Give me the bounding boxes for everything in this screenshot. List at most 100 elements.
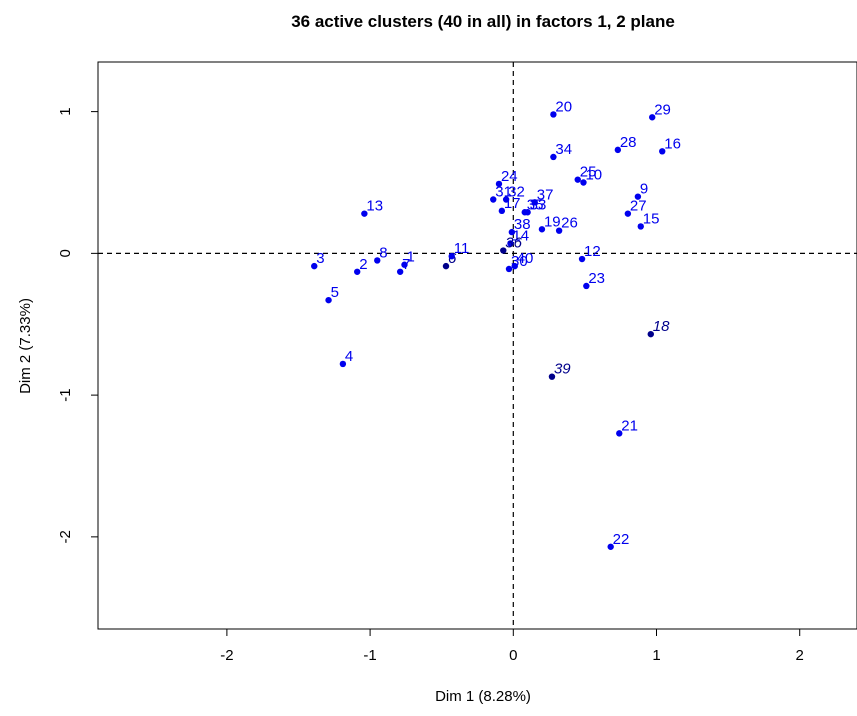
reference-lines	[98, 62, 857, 629]
point-label: 8	[379, 244, 387, 261]
point-marker	[374, 257, 381, 264]
point-marker	[614, 146, 622, 154]
point-label: 5	[331, 284, 339, 301]
point-marker	[508, 228, 516, 236]
point-marker	[339, 360, 347, 368]
point-marker	[448, 252, 455, 260]
point-marker	[659, 148, 666, 155]
point-label: 26	[561, 215, 578, 232]
point-label: 22	[613, 531, 630, 548]
point-cluster-21: 21	[616, 417, 638, 437]
point-label: 19	[544, 213, 561, 230]
y-tick-label: -1	[57, 388, 74, 401]
point-marker	[521, 209, 528, 216]
point-marker	[507, 240, 514, 247]
point-marker	[442, 262, 450, 270]
point-label: 24	[501, 168, 518, 185]
point-label: 37	[537, 186, 554, 203]
point-cluster-37: 37	[531, 186, 554, 206]
x-tick-label: -1	[363, 647, 376, 664]
point-marker	[550, 111, 557, 118]
point-marker	[580, 179, 587, 186]
point-label: 27	[630, 198, 647, 215]
point-cluster-20: 20	[550, 98, 572, 118]
point-cluster-23: 23	[583, 270, 605, 290]
point-cluster-40: 40	[511, 250, 533, 270]
point-marker	[647, 330, 654, 338]
point-label: 36	[505, 235, 522, 252]
point-cluster-29: 29	[649, 101, 671, 121]
point-cluster-25: 25	[574, 164, 596, 183]
point-marker	[311, 262, 318, 270]
point-cluster-32: 32	[502, 183, 525, 203]
point-label: 4	[345, 348, 353, 365]
y-tick-label: 0	[57, 249, 74, 257]
point-cluster-5: 5	[325, 284, 339, 304]
plot-frame	[97, 61, 857, 630]
point-label: 23	[588, 270, 605, 287]
point-cluster-7: 7	[396, 256, 411, 275]
x-tick-label: -2	[220, 647, 233, 664]
point-marker	[583, 282, 590, 290]
point-cluster-14: 14	[507, 227, 529, 247]
point-cluster-22: 22	[607, 531, 629, 550]
point-marker	[624, 210, 632, 217]
point-marker	[531, 199, 538, 206]
point-cluster-13: 13	[361, 198, 383, 217]
point-cluster-28: 28	[614, 134, 637, 154]
point-cluster-34: 34	[550, 141, 572, 161]
point-cluster-36: 36	[500, 235, 523, 254]
point-marker	[495, 180, 503, 188]
point-cluster-12: 12	[578, 243, 601, 263]
y-tick-label: 1	[57, 107, 74, 115]
point-marker	[361, 210, 368, 217]
y-axis: -2 -1 0 1	[57, 107, 98, 544]
point-marker	[649, 114, 656, 121]
point-cluster-4: 4	[339, 348, 353, 368]
point-cluster-39: 39	[548, 361, 571, 380]
point-cluster-9: 9	[634, 181, 648, 200]
point-label: 1	[406, 249, 414, 266]
point-label: 20	[555, 98, 572, 115]
point-label: 3	[316, 250, 324, 267]
point-cluster-18: 18	[647, 318, 670, 338]
point-cluster-19: 19	[538, 213, 561, 233]
point-marker	[548, 373, 556, 380]
point-cluster-8: 8	[374, 244, 388, 264]
point-marker	[578, 255, 586, 263]
point-label: 28	[620, 134, 637, 151]
point-cluster-26: 26	[555, 215, 578, 234]
point-cluster-38: 38	[508, 216, 531, 236]
point-cluster-16: 16	[659, 135, 681, 155]
chart-title: 36 active clusters (40 in all) in factor…	[291, 12, 675, 31]
point-label: 18	[653, 318, 670, 335]
point-label: 2	[359, 256, 367, 273]
point-label: 38	[514, 216, 531, 233]
point-cluster-24: 24	[495, 168, 518, 188]
point-label: 39	[554, 361, 571, 378]
point-label: 29	[654, 101, 671, 118]
point-marker	[498, 207, 506, 215]
x-tick-label: 2	[796, 647, 804, 664]
point-marker	[616, 430, 623, 437]
point-label: 9	[640, 181, 648, 198]
point-cluster-2: 2	[354, 256, 368, 275]
point-label: 15	[643, 210, 660, 227]
point-marker	[490, 196, 497, 203]
point-label: 12	[584, 243, 601, 260]
point-label: 32	[508, 183, 525, 200]
point-marker	[550, 153, 557, 161]
point-marker	[634, 193, 642, 200]
point-marker	[325, 296, 332, 304]
point-label: 13	[366, 198, 383, 215]
point-label: 34	[555, 141, 572, 158]
y-axis-label: Dim 2 (7.33%)	[17, 298, 34, 394]
y-tick-label: -2	[57, 530, 74, 543]
point-marker	[500, 247, 507, 254]
point-cluster-10: 10	[580, 166, 602, 186]
x-tick-label: 0	[509, 647, 517, 664]
point-cluster-1: 1	[401, 249, 415, 268]
point-label: 16	[664, 135, 681, 152]
point-marker	[401, 261, 408, 268]
